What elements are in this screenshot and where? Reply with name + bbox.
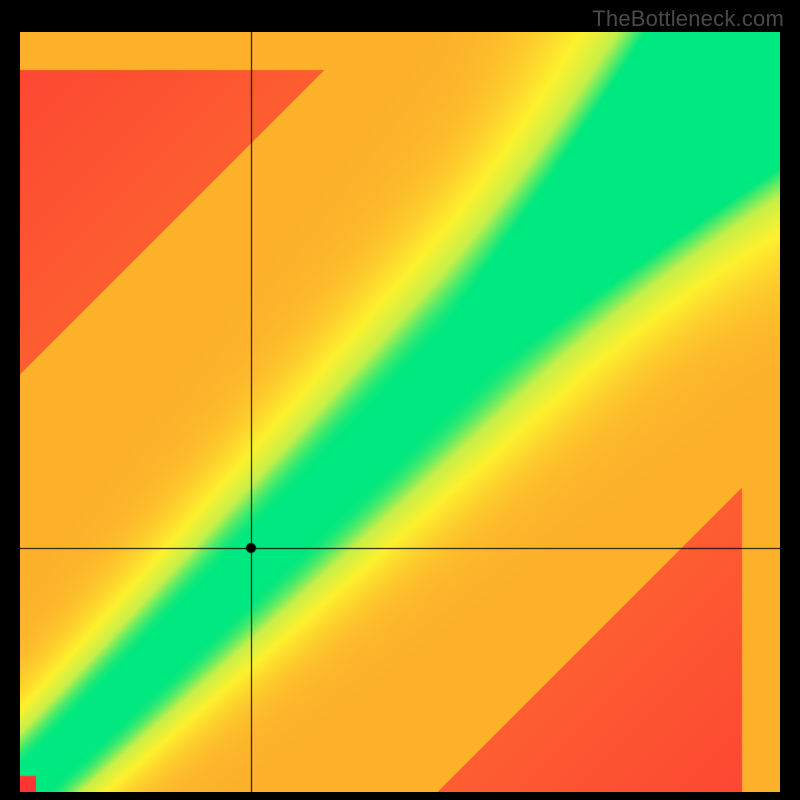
watermark-label: TheBottleneck.com [592, 6, 784, 32]
chart-stage: TheBottleneck.com [0, 0, 800, 800]
bottleneck-heatmap [20, 32, 780, 792]
